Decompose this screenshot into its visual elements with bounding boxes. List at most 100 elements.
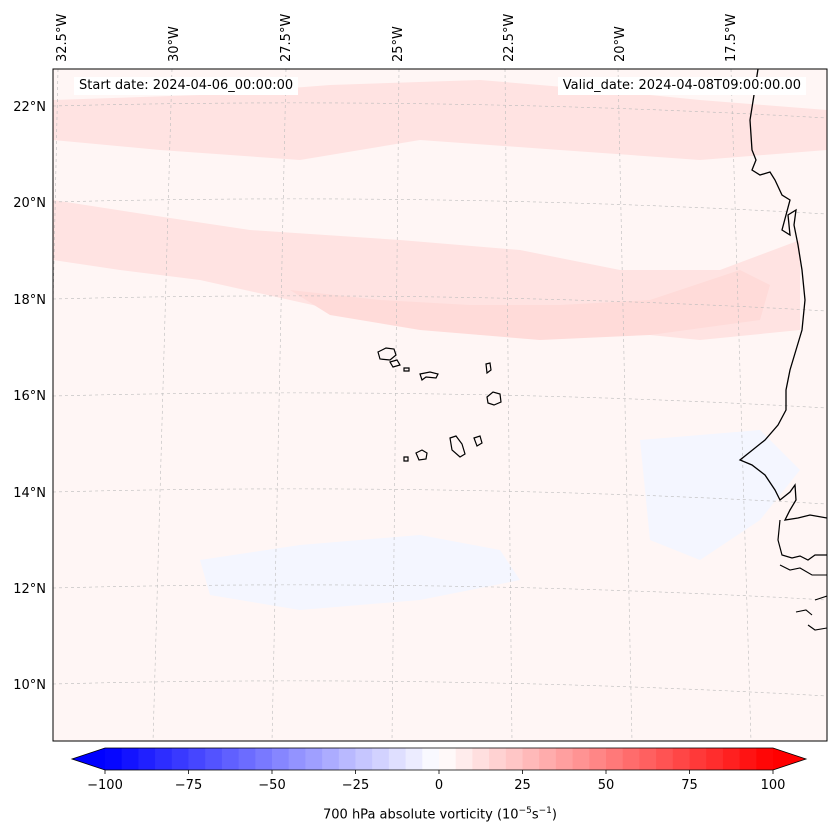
colorbar-title-text: 700 hPa absolute vorticity (10: [323, 807, 519, 823]
colorbar-cell: [439, 748, 457, 770]
map-frame: [52, 68, 828, 742]
island-sao-nicolau: [419, 371, 439, 381]
colorbar-cell: [388, 748, 407, 770]
colorbar-cell: [656, 748, 674, 770]
colorbar-tick-label: 25: [514, 778, 531, 793]
colorbar-title: 700 hPa absolute vorticity (10−5s−1): [0, 806, 837, 822]
vorticity-band-strong: [290, 270, 770, 340]
longitude-labels: 32.5°W 30°W 27.5°W 25°W 22.5°W 20°W 17.5…: [55, 14, 739, 62]
island-sal: [485, 362, 492, 375]
valid-date-label: Valid_date: 2024-04-08T09:00:00.00: [557, 77, 806, 95]
colorbar-cell: [505, 748, 523, 770]
lat-label: 14°N: [13, 486, 46, 501]
colorbar-cell: [555, 748, 574, 770]
colorbar-cell: [121, 748, 139, 770]
lat-label: 16°N: [13, 389, 46, 404]
lon-label: 20°W: [613, 26, 628, 62]
colorbar-cell: [372, 748, 390, 770]
colorbar-cells: [105, 748, 774, 770]
lat-label: 20°N: [13, 196, 46, 211]
colorbar-cell: [338, 748, 356, 770]
colorbar-cell: [188, 748, 206, 770]
colorbar-cell: [355, 748, 373, 770]
lat-label: 18°N: [13, 293, 46, 308]
lon-label: 27.5°W: [279, 14, 294, 62]
lon-label: 17.5°W: [724, 14, 739, 62]
vorticity-negative-patch-east: [640, 430, 800, 560]
lon-label: 25°W: [391, 26, 406, 62]
island-boa-vista: [486, 391, 502, 406]
colorbar-ticks: −100 −75 −50 −25 0 25 50 75 100: [87, 770, 785, 793]
colorbar-cell: [572, 748, 590, 770]
vorticity-band-north: [53, 80, 827, 160]
meridian-gridlines: [53, 69, 752, 741]
lat-label: 12°N: [13, 582, 46, 597]
colorbar-cell: [272, 748, 290, 770]
lat-label: 10°N: [13, 678, 46, 693]
colorbar-cell: [639, 748, 657, 770]
colorbar-cell: [739, 748, 757, 770]
colorbar-tick-label: 0: [435, 778, 443, 793]
colorbar-cell: [238, 748, 256, 770]
lon-label: 30°W: [167, 26, 182, 62]
colorbar-cell: [171, 748, 189, 770]
guinea-bissau-coast: [779, 564, 827, 631]
colorbar-cell: [672, 748, 690, 770]
colorbar-cell: [405, 748, 423, 770]
colorbar-cell: [422, 748, 440, 770]
colorbar-tick-label: −25: [342, 778, 369, 793]
lon-label: 22.5°W: [502, 14, 517, 62]
colorbar-tick-label: 75: [681, 778, 698, 793]
island-brava: [403, 456, 409, 462]
colorbar-tick-label: 100: [761, 778, 786, 793]
colorbar-cell: [322, 748, 340, 770]
colorbar-tick-label: 50: [598, 778, 615, 793]
colorbar-title-exp2: −1: [538, 806, 552, 816]
island-fogo: [415, 449, 428, 461]
island-santiago: [449, 435, 466, 458]
colorbar-extend-max: [773, 748, 806, 770]
senegal-gambia-coast: [777, 519, 827, 561]
colorbar-tick-label: −75: [175, 778, 202, 793]
island-santo-antao: [377, 347, 397, 361]
colorbar-title-unit: s: [531, 807, 539, 823]
colorbar-cell: [539, 748, 557, 770]
colorbar-cell: [455, 748, 473, 770]
colorbar-cell: [722, 748, 741, 770]
colorbar-cell: [606, 748, 624, 770]
colorbar-cell: [589, 748, 607, 770]
colorbar-tick-label: −100: [87, 778, 123, 793]
colorbar-cell: [255, 748, 273, 770]
colorbar-cell: [288, 748, 306, 770]
colorbar-cell: [472, 748, 490, 770]
island-santa-luzia: [403, 367, 410, 372]
africa-coastline: [738, 69, 827, 521]
colorbar-cell: [105, 748, 123, 770]
colorbar-tick-label: −50: [258, 778, 285, 793]
colorbar-cell: [205, 748, 223, 770]
start-date-label: Start date: 2024-04-06_00:00:00: [74, 77, 299, 95]
vorticity-negative-patch-south: [200, 535, 520, 610]
lat-label: 22°N: [13, 100, 46, 115]
colorbar-cell: [756, 748, 774, 770]
colorbar-cell: [305, 748, 323, 770]
island-sao-vicente: [389, 359, 401, 368]
colorbar-cell: [489, 748, 507, 770]
colorbar-cell: [689, 748, 707, 770]
colorbar-extend-min: [72, 748, 105, 770]
colorbar-cell: [622, 748, 640, 770]
latitude-labels: 22°N 20°N 18°N 16°N 14°N 12°N 10°N: [13, 100, 46, 693]
parallel-gridlines: [53, 102, 827, 697]
colorbar-title-end: ): [551, 807, 557, 823]
colorbar-cell: [221, 748, 240, 770]
colorbar-cell: [706, 748, 724, 770]
lon-label: 32.5°W: [55, 14, 70, 62]
colorbar-cell: [522, 748, 540, 770]
colorbar-cell: [138, 748, 156, 770]
colorbar: −100 −75 −50 −25 0 25 50 75 100: [70, 747, 808, 793]
colorbar-cell: [155, 748, 173, 770]
colorbar-title-exp1: −5: [518, 806, 532, 816]
cape-verde-islands: [377, 347, 502, 462]
vorticity-field: [53, 69, 827, 741]
